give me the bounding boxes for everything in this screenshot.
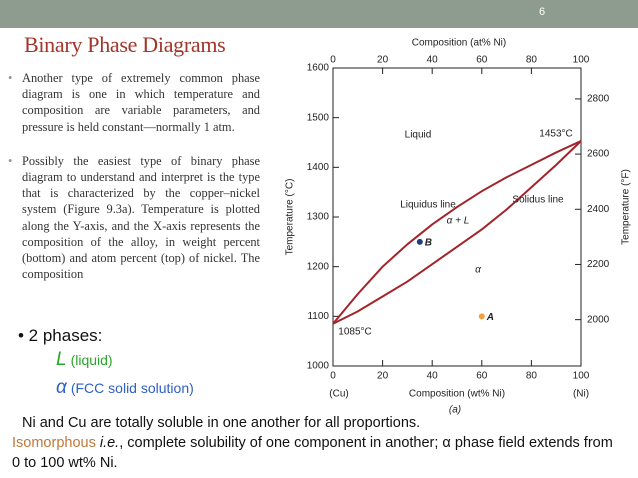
y-axis-label: Temperature (°C) <box>285 179 296 256</box>
x-tick-label: 100 <box>573 371 590 382</box>
caption: (a) <box>449 405 461 416</box>
page-number: 6 <box>538 6 546 18</box>
y-tick-label: 1200 <box>307 261 330 272</box>
x-tick-label: 20 <box>377 371 389 382</box>
term: Isomorphous <box>12 435 96 451</box>
footer-text: Isomorphous i.e., complete solubility of… <box>12 433 624 473</box>
point-label: A <box>486 312 494 323</box>
x-end-label: (Cu) <box>329 389 348 400</box>
x-axis-label: Composition (wt% Ni) <box>409 389 505 400</box>
x2-tick-label: 60 <box>476 55 488 66</box>
phase-symbol: α <box>56 377 67 398</box>
y-tick-label: 1400 <box>307 162 330 173</box>
y2-tick-label: 2200 <box>587 259 610 270</box>
top-bar <box>0 0 638 28</box>
x-tick-label: 40 <box>427 371 439 382</box>
phase-symbol: L <box>56 349 67 370</box>
y-tick-label: 1300 <box>307 212 330 223</box>
x2-tick-label: 80 <box>526 55 538 66</box>
bullet: Possibly the easiest type of binary phas… <box>8 153 260 283</box>
y2-tick-label: 2000 <box>587 314 610 325</box>
x-tick-label: 0 <box>330 371 336 382</box>
curve-label: Liquidus line <box>400 200 456 211</box>
x2-tick-label: 20 <box>377 55 389 66</box>
x2-tick-label: 40 <box>427 55 439 66</box>
x-tick-label: 60 <box>476 371 488 382</box>
y2-axis-label: Temperature (°F) <box>621 169 632 245</box>
y-tick-label: 1000 <box>307 361 330 372</box>
x2-axis-label: Composition (at% Ni) <box>412 38 506 49</box>
x2-tick-label: 100 <box>573 55 590 66</box>
annotation: α + L <box>447 216 470 227</box>
annotation: Liquid <box>405 130 432 141</box>
annotation: α <box>475 265 481 276</box>
slide-title: Binary Phase Diagrams <box>24 32 226 57</box>
phase-label: (FCC solid solution) <box>70 380 194 396</box>
y2-tick-label: 2600 <box>587 149 610 160</box>
phase-label: (liquid) <box>70 352 113 368</box>
y-tick-label: 1100 <box>307 311 329 322</box>
bullet: Another type of extremely common phase d… <box>8 70 260 135</box>
y-tick-label: 1600 <box>307 63 330 74</box>
curve <box>332 140 582 325</box>
abbrev: i.e. <box>95 435 120 451</box>
curve <box>332 140 582 325</box>
footer-text: Ni and Cu are totally soluble in one ano… <box>22 415 421 431</box>
phase-item: L (liquid) <box>56 346 194 374</box>
x2-tick-label: 0 <box>330 55 336 66</box>
curve-label: Solidus line <box>512 195 564 206</box>
bullet-list: Another type of extremely common phase d… <box>8 70 260 300</box>
point <box>478 313 485 320</box>
annotation: 1085°C <box>338 327 371 338</box>
phase-item: α (FCC solid solution) <box>56 374 194 402</box>
annotation: 1453°C <box>539 129 572 140</box>
phases: • 2 phases: L (liquid) α (FCC solid soluti… <box>18 326 194 402</box>
point <box>416 238 423 245</box>
point-label: B <box>425 237 432 248</box>
text: , complete solubility of one component i… <box>12 435 613 471</box>
y-tick-label: 1500 <box>307 112 330 123</box>
phases-heading: • 2 phases: <box>18 326 103 345</box>
x-end-label: (Ni) <box>573 389 589 400</box>
y2-tick-label: 2400 <box>587 204 610 215</box>
y2-tick-label: 2800 <box>587 94 610 105</box>
x-tick-label: 80 <box>526 371 538 382</box>
